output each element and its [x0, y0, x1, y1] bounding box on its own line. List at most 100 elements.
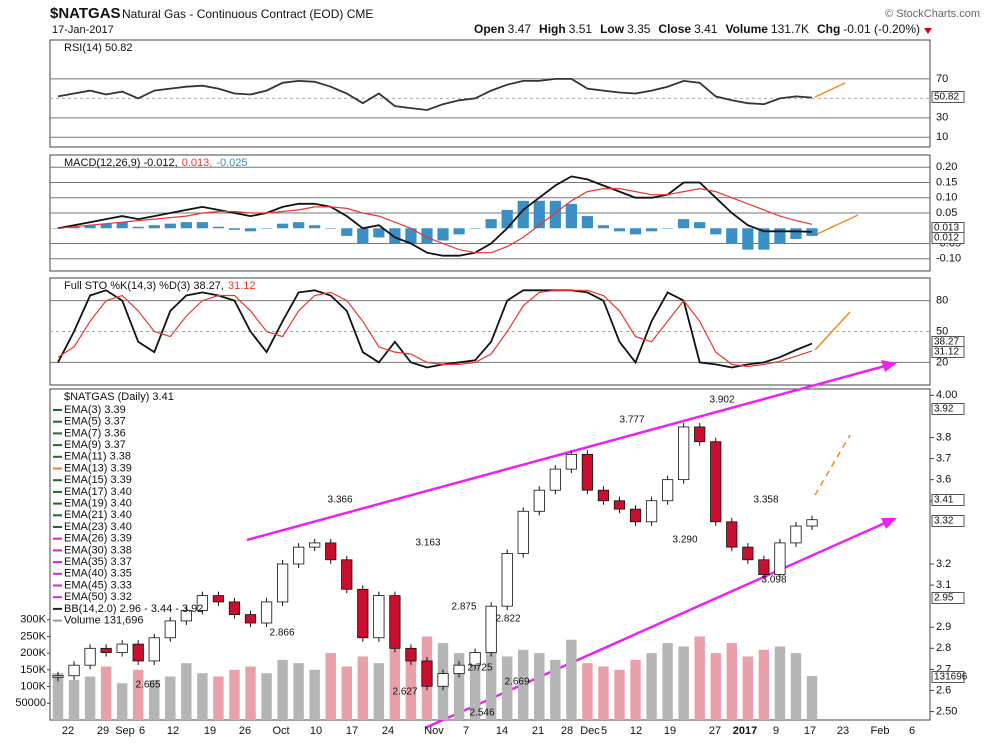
value-box-label: 131696	[934, 672, 968, 683]
candle	[212, 595, 225, 603]
candle	[244, 614, 257, 624]
value-box-label: 3.32	[934, 516, 954, 527]
y-tick-label: 0.10	[936, 192, 957, 204]
volume-bar	[116, 683, 128, 720]
value-box	[931, 232, 965, 244]
x-tick-label: Sep	[115, 725, 135, 737]
x-tick-label: 6	[139, 725, 145, 737]
volume-bar	[694, 636, 705, 720]
histogram-bar	[132, 226, 144, 229]
histogram-bar	[533, 200, 545, 229]
histogram-bar	[758, 228, 770, 250]
histogram-bar	[597, 225, 610, 229]
histogram-bar	[501, 209, 513, 229]
histogram-bar	[645, 228, 658, 232]
y-tick-label: 3.7	[936, 452, 951, 464]
x-tick-label: 19	[204, 725, 216, 737]
quote-value: 131.7K	[771, 22, 809, 36]
candle	[164, 620, 176, 639]
quote-value: 3.35	[627, 22, 651, 36]
volume-bar	[181, 663, 192, 720]
price-annotation: 3.163	[415, 538, 440, 549]
y-tick-label: 3.1	[936, 579, 951, 591]
volume-bar	[197, 673, 208, 720]
candle	[774, 542, 786, 575]
trend-lines	[246, 360, 897, 730]
indicator-line	[57, 78, 813, 111]
volume-bar	[84, 676, 96, 720]
candle	[325, 542, 337, 561]
value-box	[931, 515, 965, 527]
candle	[68, 664, 80, 677]
volume-bar	[550, 659, 561, 720]
y-tick-label: 3.6	[936, 474, 951, 486]
indicator-line	[57, 175, 813, 257]
price-annotation: 3.366	[327, 495, 352, 506]
overlay-legend: Volume 131,696	[64, 615, 144, 627]
histogram-bar	[581, 216, 594, 229]
histogram-bar	[678, 219, 690, 229]
indicator-line	[57, 187, 813, 254]
candle	[501, 553, 513, 607]
indicator-line	[57, 289, 813, 369]
candle	[565, 453, 577, 470]
candle	[100, 647, 112, 653]
histogram-bar	[469, 228, 481, 229]
candle	[613, 500, 626, 510]
candle	[453, 664, 465, 675]
quote-label: Chg	[817, 22, 840, 36]
upper-trend-line	[246, 364, 886, 542]
value-box-label: 0.013	[934, 223, 959, 234]
x-tick-label: 7	[463, 725, 469, 737]
candle	[196, 595, 208, 611]
y-tick-label: 20	[936, 356, 948, 368]
candle	[293, 546, 305, 565]
value-box	[931, 592, 965, 604]
price-annotation: 3.902	[709, 395, 734, 406]
projections	[814, 82, 859, 496]
x-tick-label: Dec	[580, 725, 600, 737]
volume-bar	[68, 679, 80, 720]
value-box-label: 50.82	[934, 92, 959, 103]
volume-bar	[149, 679, 160, 720]
candle	[405, 647, 417, 662]
value-box-label: 38.27	[934, 337, 959, 348]
overlay-legend: EMA(17) 3.40	[64, 486, 132, 498]
volume-bar	[630, 659, 641, 720]
y-tick-label: 2.6	[936, 684, 951, 696]
candle	[662, 479, 674, 502]
overlay-legend: EMA(21) 3.40	[64, 509, 132, 521]
volume-bar	[357, 656, 369, 720]
histogram-bar	[276, 223, 289, 229]
value-box	[931, 671, 965, 683]
volume-tick-label: 250K	[20, 630, 46, 642]
y-tick-label: 3.2	[936, 558, 951, 570]
volume-bar	[277, 659, 288, 720]
histogram-bar	[68, 226, 80, 229]
histogram-bar	[405, 228, 417, 244]
y-tick-label: 2.9	[936, 621, 951, 633]
overlay-legend: EMA(26) 3.39	[64, 533, 132, 545]
histogram-bar	[726, 228, 738, 244]
histogram-bar	[228, 228, 241, 230]
histogram-bar	[742, 228, 754, 250]
value-box	[931, 346, 965, 358]
overlay-legend: EMA(23) 3.40	[64, 521, 132, 533]
x-tick-label: 26	[239, 725, 251, 737]
candle	[373, 595, 385, 639]
legend-part: MACD(12,26,9) -0.012,	[64, 157, 178, 169]
candle	[260, 601, 273, 624]
volume-bar	[790, 653, 802, 720]
x-tick-label: Oct	[272, 725, 289, 737]
price-annotation: 2.627	[392, 687, 417, 698]
y-tick-label: 50	[936, 325, 948, 337]
candle	[629, 508, 642, 523]
value-box-label: 31.12	[934, 347, 959, 358]
candle	[678, 426, 690, 481]
volume-bar	[518, 649, 529, 720]
x-tick-label: 14	[496, 725, 508, 737]
y-tick-label: 70	[936, 73, 948, 85]
price-annotation: 2.822	[495, 614, 520, 625]
source: © StockCharts.com	[885, 8, 980, 20]
value-box-label: 3.41	[934, 495, 954, 506]
